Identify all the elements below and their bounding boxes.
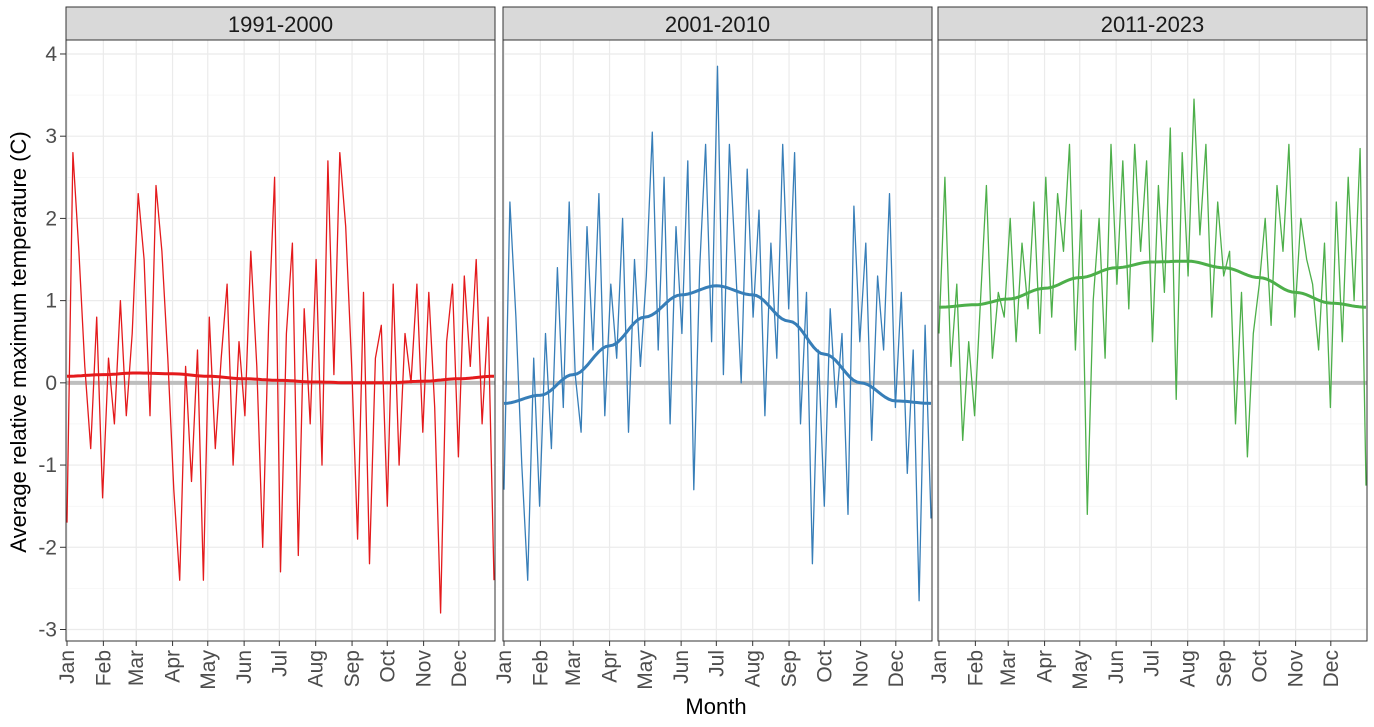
panel-border — [65, 39, 496, 642]
panel-2011-2023: 2011-2023 Jan Feb Mar Apr May Jun Jul Aug Sep Oct N… — [928, 6, 1368, 690]
facet-strip — [65, 6, 496, 41]
x-tick-label: Feb — [964, 650, 987, 686]
smooth-trend-line — [66, 371, 494, 385]
x-tick-label: May — [1069, 650, 1092, 690]
panel-border — [502, 39, 933, 642]
x-tick-label: Oct — [1248, 650, 1271, 683]
x-tick-label: Aug — [742, 650, 765, 687]
x-tick-label: Sep — [341, 650, 364, 687]
y-tick-label: 4 — [45, 43, 57, 66]
x-tick-label: Jun — [233, 650, 256, 684]
x-tick-label: Apr — [1034, 650, 1057, 683]
y-axis-title: Average relative maximum temperature (C) — [6, 131, 31, 552]
x-tick-label: Dec — [1320, 650, 1343, 687]
x-tick-label: Aug — [305, 650, 328, 687]
smooth-trend-line — [938, 259, 1367, 309]
facet-strip-label: 1991-2000 — [228, 12, 333, 37]
panel-2001-2010: 2001-2010 Jan Feb Mar Apr May Jun Jul Aug Sep Oct N… — [493, 6, 933, 690]
x-tick-label: Apr — [599, 650, 622, 683]
x-tick-label: Feb — [529, 650, 552, 686]
y-tick-label: 3 — [45, 125, 57, 148]
x-tick-label: Nov — [1285, 650, 1308, 688]
x-tick-label: Jul — [705, 650, 728, 677]
x-tick-label: Nov — [413, 650, 436, 688]
y-tick-label: -3 — [38, 618, 57, 641]
panel-border — [937, 39, 1368, 642]
x-tick-label: Dec — [885, 650, 908, 687]
x-tick-label: Jun — [1105, 650, 1128, 684]
x-tick-label: Jan — [928, 650, 951, 684]
daily-series-line — [938, 98, 1367, 516]
y-tick-label: -2 — [38, 536, 57, 559]
x-tick-label: Feb — [92, 650, 115, 686]
x-tick-label: Apr — [162, 650, 185, 683]
x-tick-label: Oct — [813, 650, 836, 683]
facet-strip-label: 2011-2023 — [1101, 12, 1205, 37]
x-tick-label: Dec — [448, 650, 471, 687]
x-tick-label: Jan — [493, 650, 516, 684]
daily-series-line — [66, 151, 495, 614]
panel-background — [503, 40, 932, 641]
x-tick-label: Mar — [997, 650, 1020, 686]
x-tick-label: May — [634, 650, 657, 690]
y-tick-label: 0 — [45, 372, 57, 395]
facet-strip — [502, 6, 933, 41]
x-tick-label: Aug — [1177, 650, 1200, 687]
y-tick-label: 2 — [45, 207, 57, 230]
x-tick-label: Jun — [670, 650, 693, 684]
x-tick-label: Oct — [376, 650, 399, 683]
x-tick-label: Mar — [562, 650, 585, 686]
x-tick-label: Sep — [778, 650, 801, 687]
x-tick-label: Sep — [1213, 650, 1236, 687]
panel-1991-2000: 1991-2000 Jan Feb Mar Apr May Jun Jul Aug Sep Oct N… — [56, 6, 496, 690]
y-tick-label: -1 — [38, 454, 57, 477]
x-axis-title: Month — [685, 694, 746, 719]
x-tick-label: Nov — [850, 650, 873, 688]
facet-strip — [937, 6, 1368, 41]
x-tick-label: Jan — [56, 650, 79, 684]
x-tick-label: May — [197, 650, 220, 690]
facet-strip-label: 2001-2010 — [665, 12, 770, 37]
x-tick-label: Jul — [1140, 650, 1163, 677]
x-tick-label: Mar — [125, 650, 148, 686]
y-tick-label: 1 — [45, 290, 57, 313]
smooth-trend-line — [503, 284, 932, 405]
x-tick-label: Jul — [268, 650, 291, 677]
